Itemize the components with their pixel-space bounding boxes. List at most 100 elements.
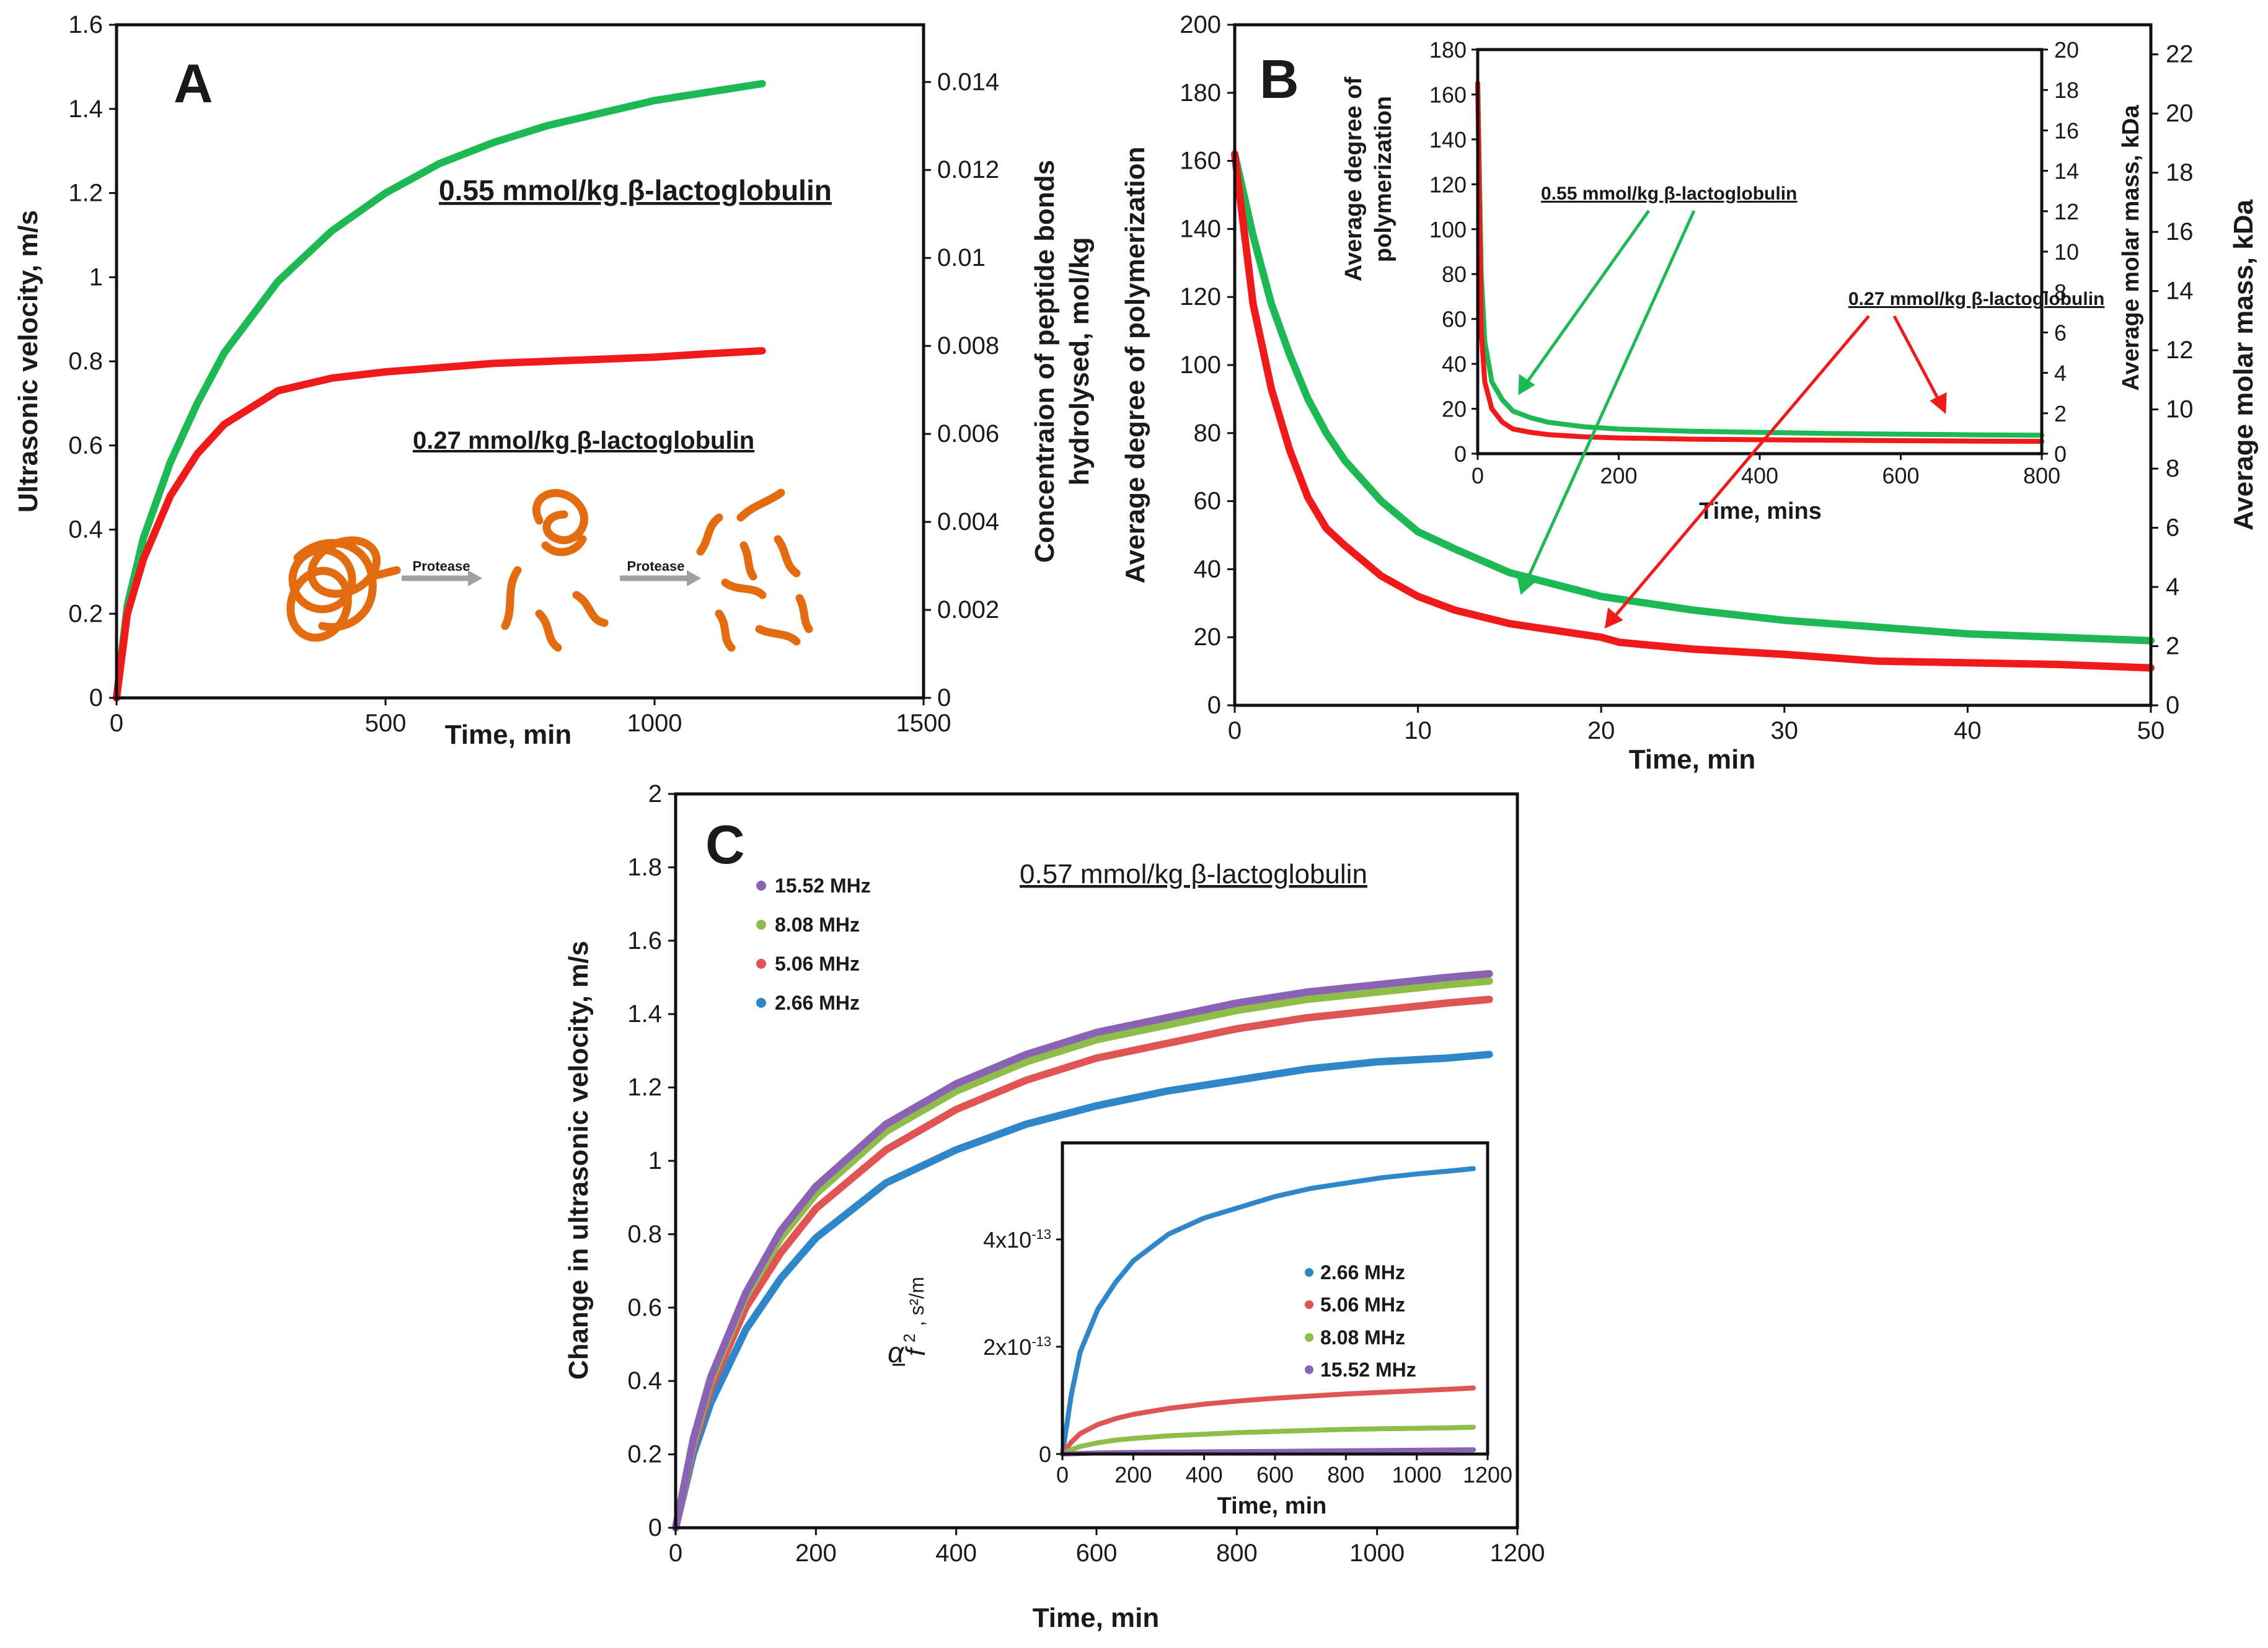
panel-b-inset-ytick-label-8: 160 bbox=[1429, 82, 1467, 107]
panel-a-ytick-label-4: 0.8 bbox=[68, 348, 103, 375]
panel-b-ytick-label-9: 180 bbox=[1180, 79, 1221, 107]
panel-a-xlabel: Time, min bbox=[445, 720, 572, 750]
panel-c-series-3 bbox=[672, 970, 1493, 1531]
panel-b-inset-ytick-label-6: 120 bbox=[1429, 172, 1467, 197]
panel-c-inset-background bbox=[1064, 1144, 1488, 1454]
panel-c-inset-ytick-label-0: 0 bbox=[1039, 1442, 1051, 1467]
panel-b-inset-y2tick-label-10: 20 bbox=[2054, 37, 2079, 63]
panel-b-series-0 bbox=[1231, 150, 2155, 645]
panel-b-inset-ytick-label-1: 20 bbox=[1442, 397, 1467, 422]
panel-b-inset-y2tick-label-8: 16 bbox=[2054, 118, 2079, 143]
panel-b-inset-ytick-label-9: 180 bbox=[1429, 37, 1467, 63]
red-arrow-to-inset-head bbox=[1930, 392, 1947, 415]
panel-b-ytick-label-5: 100 bbox=[1180, 351, 1221, 379]
panel-c-inset-xtick-label-6: 1200 bbox=[1463, 1462, 1512, 1487]
panel-b-ytick-label-0: 0 bbox=[1207, 692, 1221, 719]
panel-c-ytick-label-5: 1 bbox=[648, 1147, 662, 1174]
inset-legend-marker-5-06 bbox=[1305, 1300, 1313, 1309]
green-arrow-to-inset bbox=[1518, 209, 1651, 394]
panel-b-inset-y2tick-label-9: 18 bbox=[2054, 77, 2079, 103]
panel-a-xtick-label-0: 0 bbox=[110, 710, 123, 737]
panel-b-inset-ytick-label-4: 80 bbox=[1442, 262, 1467, 287]
panel-c-inset-series-2 bbox=[1060, 1424, 1476, 1456]
panel-b-y2tick-label-11: 22 bbox=[2166, 41, 2194, 68]
panel-b-inset-xtick-label-0: 0 bbox=[1472, 463, 1484, 488]
panel-c-inset-xtick-label-3: 600 bbox=[1256, 1462, 1294, 1487]
panel-b-inset-ylabel-line2: polymerization bbox=[1370, 96, 1397, 262]
panel-c: 0 200 400 600 800 1000 120000.20.40.60.811.21.… bbox=[563, 780, 1545, 1633]
panel-b-ytick-label-7: 140 bbox=[1180, 215, 1221, 242]
panel-b-ytick-label-1: 20 bbox=[1194, 624, 1222, 651]
panel-a-y2tick-label-3: 0.006 bbox=[937, 420, 999, 447]
panel-b-y2tick-label-9: 18 bbox=[2166, 159, 2194, 187]
protease-label-1: Protease bbox=[413, 558, 470, 574]
panel-b-ylabel: Average degree of polymerization bbox=[1120, 146, 1150, 583]
green-arrow-to-inset-head bbox=[1518, 374, 1535, 395]
panel-a-ytick-label-7: 1.4 bbox=[68, 95, 103, 123]
panel-b-inset-y2tick-label-0: 0 bbox=[2054, 441, 2067, 467]
panel-c-inset-ytick-label-2: 4x10-13 bbox=[983, 1227, 1051, 1253]
inset-ylabel-f: f bbox=[901, 1346, 931, 1356]
partially-hydrolysed-protein-icon bbox=[501, 489, 609, 652]
panel-b-y2tick-label-8: 16 bbox=[2166, 218, 2194, 245]
panel-b-inset-ylabel-line1: Average degree of bbox=[1341, 77, 1367, 282]
panel-b-ytick-label-10: 200 bbox=[1180, 11, 1221, 38]
panel-b-y2tick-label-4: 8 bbox=[2166, 455, 2179, 482]
panel-c-ytick-label-10: 2 bbox=[648, 780, 662, 808]
legend-label-15-52: 15.52 MHz bbox=[775, 875, 871, 897]
panel-b-series-1 bbox=[1231, 150, 2155, 672]
panel-b-y2tick-label-5: 10 bbox=[2166, 396, 2194, 423]
panel-c-inset-ytick-exp-2: -13 bbox=[1031, 1227, 1051, 1242]
panel-c-inset-legend: 2.66 MHz 5.06 MHz 8.08 MHz 15.52 MHz bbox=[1305, 1261, 1416, 1381]
legend-marker-2-66 bbox=[756, 998, 766, 1008]
legend-label-2-66: 2.66 MHz bbox=[775, 992, 860, 1014]
panel-c-ylabel: Change in ultrasonic velocity, m/s bbox=[563, 941, 594, 1380]
panel-a-y2tick-label-2: 0.004 bbox=[937, 508, 999, 535]
panel-b-inset-y2tick-label-3: 6 bbox=[2054, 320, 2067, 345]
inset-legend-label-2-66: 2.66 MHz bbox=[1320, 1261, 1405, 1284]
panel-b-inset-xtick-label-1: 200 bbox=[1600, 463, 1637, 488]
folded-protein-icon bbox=[286, 536, 401, 642]
inset-legend-label-15-52: 15.52 MHz bbox=[1320, 1359, 1416, 1381]
panel-c-inset-xtick-label-4: 800 bbox=[1327, 1462, 1364, 1487]
panel-b-inset-y2tick-label-6: 12 bbox=[2054, 199, 2079, 224]
panel-b-xtick-label-4: 40 bbox=[1954, 717, 1982, 744]
inset-legend-label-5-06: 5.06 MHz bbox=[1320, 1293, 1405, 1316]
panel-c-inset-xtick-label-2: 400 bbox=[1186, 1462, 1223, 1487]
panel-c-inset-ytick-exp-1: -13 bbox=[1031, 1334, 1051, 1349]
legend-marker-5-06 bbox=[756, 959, 766, 969]
panel-a-y2tick-label-0: 0 bbox=[937, 684, 951, 712]
panel-b-ytick-label-6: 120 bbox=[1180, 283, 1221, 311]
panel-a-y2label-line2: hydrolysed, mol/kg bbox=[1064, 237, 1095, 486]
panel-c-xtick-label-4: 800 bbox=[1216, 1540, 1258, 1567]
panel-c-ytick-label-2: 0.4 bbox=[627, 1367, 662, 1395]
inset-legend-label-8-08: 8.08 MHz bbox=[1320, 1326, 1405, 1349]
panel-b-inset-y2tick-label-2: 4 bbox=[2054, 361, 2067, 386]
inset-legend-marker-15-52 bbox=[1305, 1365, 1313, 1374]
panel-b-inset-ytick-label-7: 140 bbox=[1429, 127, 1467, 152]
panel-c-ytick-label-6: 1.2 bbox=[627, 1074, 662, 1101]
green-arrow-to-main-head bbox=[1516, 573, 1535, 595]
panel-c-ytick-label-4: 0.8 bbox=[627, 1220, 662, 1248]
panel-c-xtick-label-6: 1200 bbox=[1490, 1540, 1545, 1567]
panel-c-label: C bbox=[705, 814, 745, 875]
panel-c-inset-xtick-label-1: 200 bbox=[1114, 1462, 1152, 1487]
panel-a-y2tick-label-7: 0.014 bbox=[937, 68, 999, 95]
panel-c-xtick-label-2: 400 bbox=[935, 1540, 977, 1567]
inset-legend-marker-8-08 bbox=[1305, 1333, 1313, 1342]
panel-b-inset-ytick-label-5: 100 bbox=[1429, 217, 1467, 242]
panel-b-ytick-label-2: 40 bbox=[1194, 555, 1222, 583]
panel-a-label: A bbox=[174, 53, 213, 114]
panel-b-inset-xlabel: Time, mins bbox=[1699, 498, 1822, 524]
panel-a-ytick-label-1: 0.2 bbox=[68, 600, 103, 627]
panel-b-inset-y2tick-label-1: 2 bbox=[2054, 401, 2067, 426]
panel-a-y2label-line1: Concentraion of peptide bonds bbox=[1030, 160, 1060, 563]
red-arrow-to-main bbox=[1605, 315, 1870, 627]
panel-b-y2tick-label-2: 4 bbox=[2166, 573, 2179, 601]
panel-c-series-0 bbox=[672, 1051, 1493, 1531]
panel-a-ylabel: Ultrasonic velocity, m/s bbox=[13, 210, 43, 513]
inset-ylabel-f-exponent: 2 bbox=[900, 1334, 919, 1342]
panel-c-inset-series-1 bbox=[1060, 1385, 1476, 1456]
panel-b-xtick-label-1: 10 bbox=[1404, 717, 1432, 744]
panel-b-inset-y2tick-label-7: 14 bbox=[2054, 159, 2079, 184]
